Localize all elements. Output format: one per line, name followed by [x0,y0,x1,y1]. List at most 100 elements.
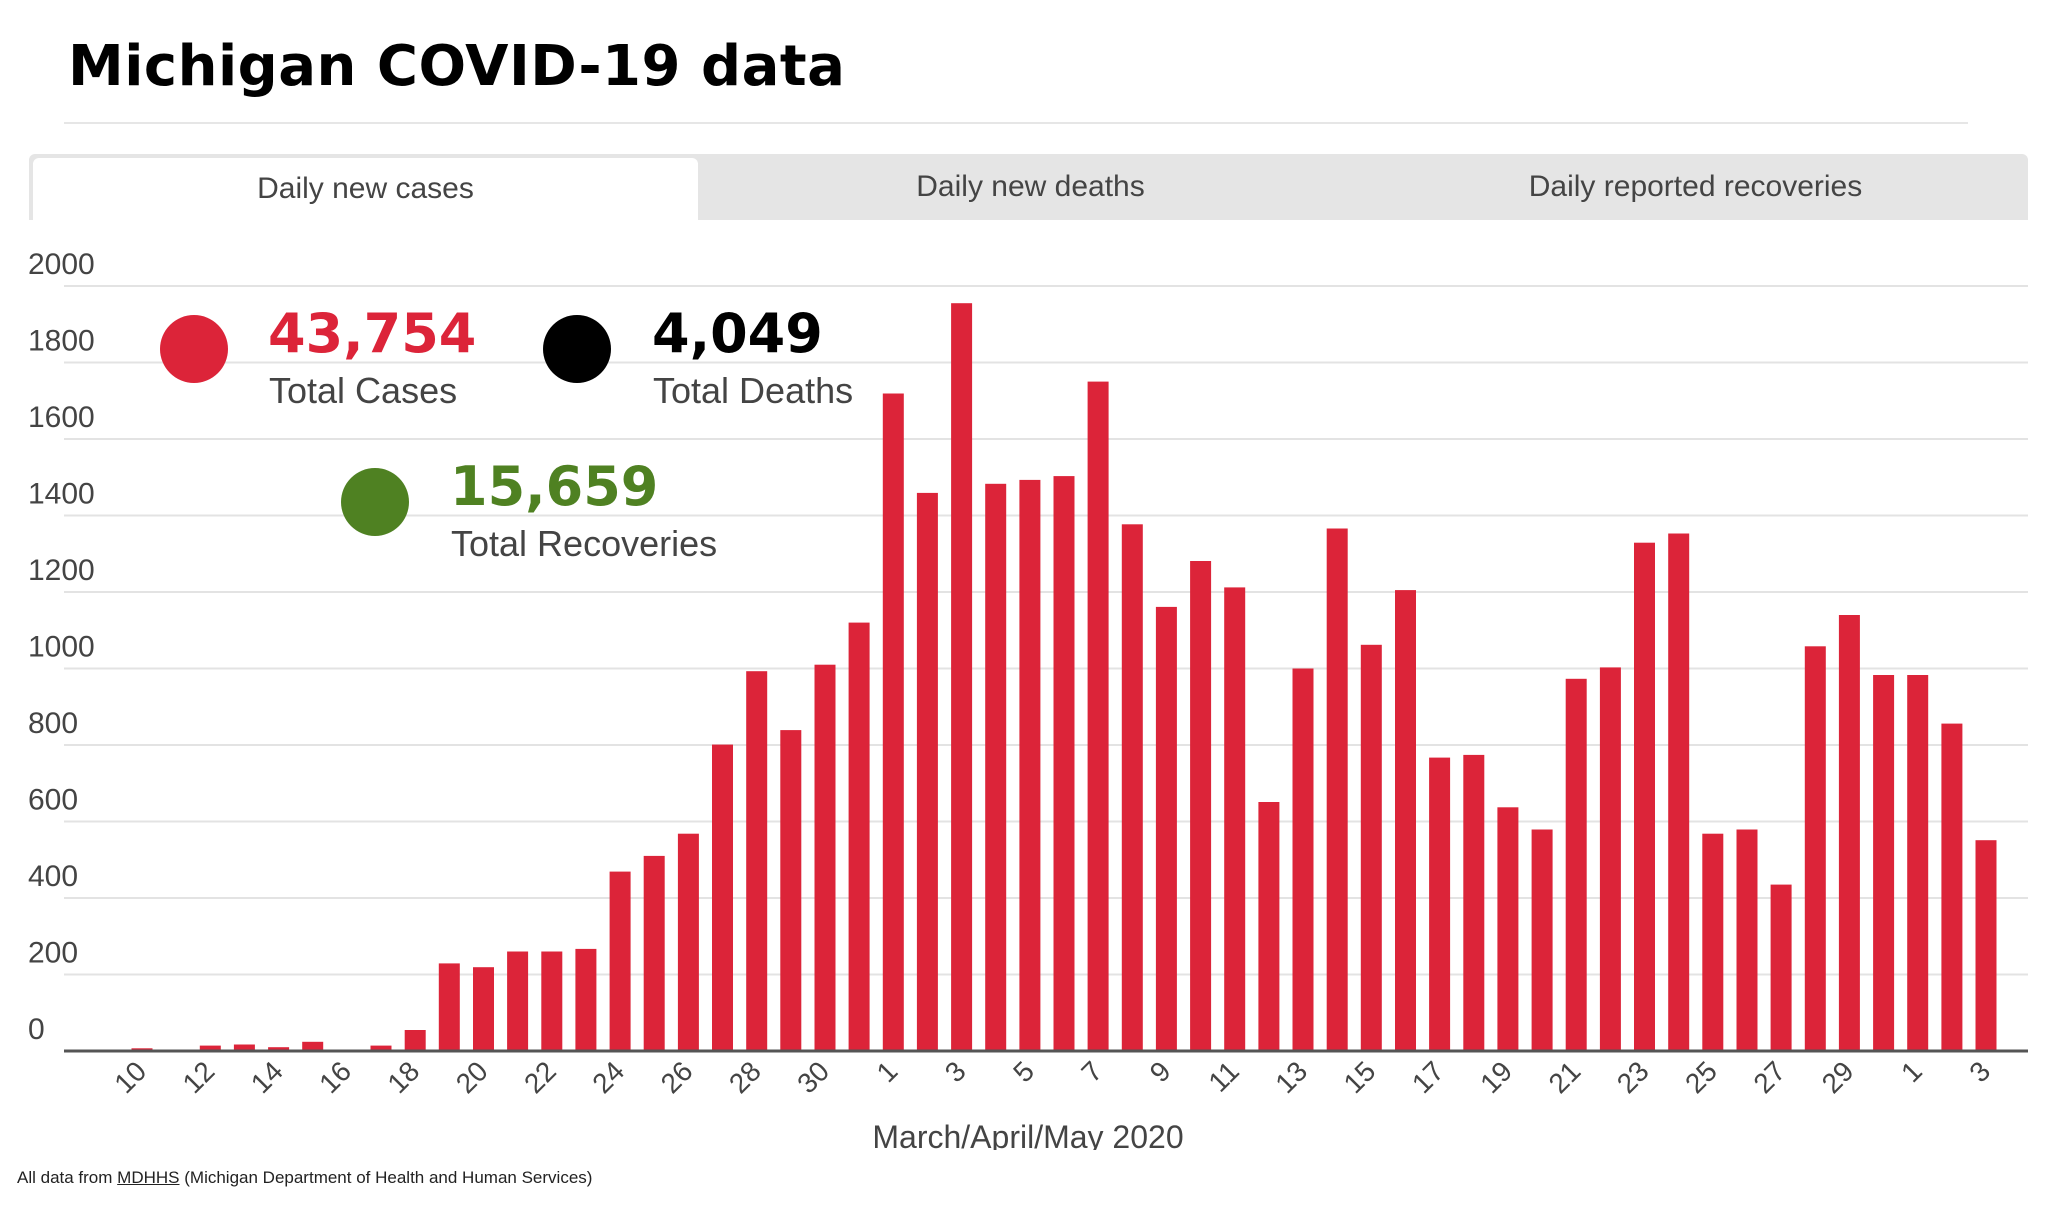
x-tick-label: 17 [1406,1055,1450,1099]
bar-7-28[interactable] [1087,381,1109,1052]
total-cases-label: Total Cases [269,370,458,411]
cases-dot-icon [160,315,228,383]
bar-20-10[interactable] [473,967,494,1051]
bar-2-53[interactable] [1941,723,1963,1051]
x-tick-label: 19 [1474,1055,1518,1099]
bar-1-22[interactable] [882,393,904,1052]
data-source-note: All data from MDHHS (Michigan Department… [17,1168,592,1188]
bar-11-32[interactable] [1224,587,1246,1051]
tab-daily-new-cases[interactable]: Daily new cases [33,158,698,220]
recoveries-dot-icon [341,468,409,536]
x-axis-labels: 10 12 14 16 18 20 22 24 26 28 30 1 3 5 7 9 11 13 15 17 19 21 2… [108,1055,1996,1099]
bar-26-16[interactable] [677,833,699,1051]
bar-15-5[interactable] [302,1041,324,1051]
x-tick-label: 20 [450,1055,494,1099]
x-tick-label: 11 [1203,1055,1245,1097]
bar-19-40[interactable] [1497,807,1519,1051]
bar-13-3[interactable] [233,1044,255,1052]
x-tick-label: 1 [871,1055,904,1088]
bar-28-49[interactable] [1804,646,1826,1051]
chart-area: 0 200 400 600 800 1000 1200 1400 1600 1800 2000 10… [0,230,2056,1155]
bar-8-29[interactable] [1121,524,1143,1051]
bar-14-4[interactable] [268,1047,290,1051]
bar-30-20[interactable] [814,664,836,1051]
x-tick-label: 10 [108,1055,152,1099]
bar-15-36[interactable] [1360,644,1382,1051]
x-tick-label: 24 [586,1055,630,1099]
bar-4-25[interactable] [985,483,1007,1051]
x-tick-label: 14 [245,1055,289,1099]
x-tick-label: 26 [655,1055,699,1099]
tab-daily-new-deaths[interactable]: Daily new deaths [916,170,1145,203]
bar-14-35[interactable] [1326,528,1348,1052]
x-tick-label: 27 [1747,1055,1791,1099]
x-tick-label: 28 [723,1055,767,1099]
bar-27-48[interactable] [1770,884,1792,1051]
bar-18-8[interactable] [404,1030,426,1051]
x-tick-label: 29 [1816,1055,1860,1099]
bar-29-50[interactable] [1838,615,1860,1051]
bar-25-15[interactable] [643,855,665,1051]
bar-3-54[interactable] [1975,840,1997,1051]
bar-28-18[interactable] [746,671,768,1051]
total-recoveries-value: 15,659 [450,455,659,518]
mdhhs-link[interactable]: MDHHS [117,1168,180,1187]
bar-20-41[interactable] [1531,829,1553,1052]
x-tick-label: 22 [518,1055,562,1099]
bar-22-43[interactable] [1599,667,1621,1051]
bar-12-2[interactable] [199,1045,221,1051]
bar-10-31[interactable] [1190,561,1212,1051]
bar-18-39[interactable] [1463,754,1485,1051]
bar-17-7[interactable] [370,1045,392,1051]
bar-13-34[interactable] [1292,668,1314,1052]
bar-23-44[interactable] [1634,542,1655,1051]
x-tick-label: 30 [791,1055,835,1099]
bar-6-27[interactable] [1053,476,1075,1052]
bar-2-23[interactable] [916,492,938,1051]
x-tick-label: 1 [1895,1055,1928,1088]
bar-27-17[interactable] [712,744,733,1051]
x-tick-label: 9 [1144,1055,1177,1088]
bar-24-14[interactable] [609,871,631,1051]
bar-9-30[interactable] [1155,606,1177,1051]
bar-21-11[interactable] [507,951,529,1052]
x-tick-label: 12 [177,1055,221,1099]
x-tick-label: 23 [1611,1055,1655,1099]
x-tick-label: 13 [1269,1055,1313,1099]
bar-30-51[interactable] [1873,675,1895,1051]
bar-23-13[interactable] [575,948,597,1051]
bar-17-38[interactable] [1429,757,1451,1051]
bar-31-21[interactable] [848,622,870,1051]
total-deaths-value: 4,049 [652,302,823,365]
x-tick-label: 15 [1338,1055,1382,1099]
tab-bar: Daily new cases Daily new deaths Daily r… [29,154,2028,220]
bar-29-19[interactable] [780,730,802,1051]
total-cases-value: 43,754 [268,302,477,365]
footer-prefix: All data from [17,1168,113,1187]
total-recoveries-label: Total Recoveries [451,523,718,564]
bar-1-52[interactable] [1907,675,1929,1051]
bar-21-42[interactable] [1565,678,1587,1051]
x-tick-label: 3 [1963,1055,1996,1088]
y-tick-label: 1200 [28,554,95,587]
bar-24-45[interactable] [1668,533,1690,1052]
x-tick-label: 25 [1679,1055,1723,1099]
y-axis-labels: 0 200 400 600 800 1000 1200 1400 1600 1800 2000 [28,248,95,1046]
tab-daily-reported-recoveries[interactable]: Daily reported recoveries [1528,170,1863,203]
deaths-dot-icon [543,315,611,383]
y-tick-label: 1400 [28,478,95,511]
bar-16-37[interactable] [1395,590,1416,1051]
y-tick-label: 0 [28,1013,45,1046]
y-tick-label: 1800 [28,325,95,358]
bar-19-9[interactable] [438,963,460,1051]
bar-3-24[interactable] [951,303,973,1051]
bar-5-26[interactable] [1019,479,1041,1051]
x-tick-label: 21 [1543,1055,1587,1099]
bar-26-47[interactable] [1736,829,1758,1052]
y-tick-label: 1000 [28,631,95,664]
y-tick-label: 200 [28,937,78,970]
bar-12-33[interactable] [1258,802,1280,1051]
bar-25-46[interactable] [1702,833,1724,1051]
y-tick-label: 800 [28,707,78,740]
bar-22-12[interactable] [541,951,563,1052]
